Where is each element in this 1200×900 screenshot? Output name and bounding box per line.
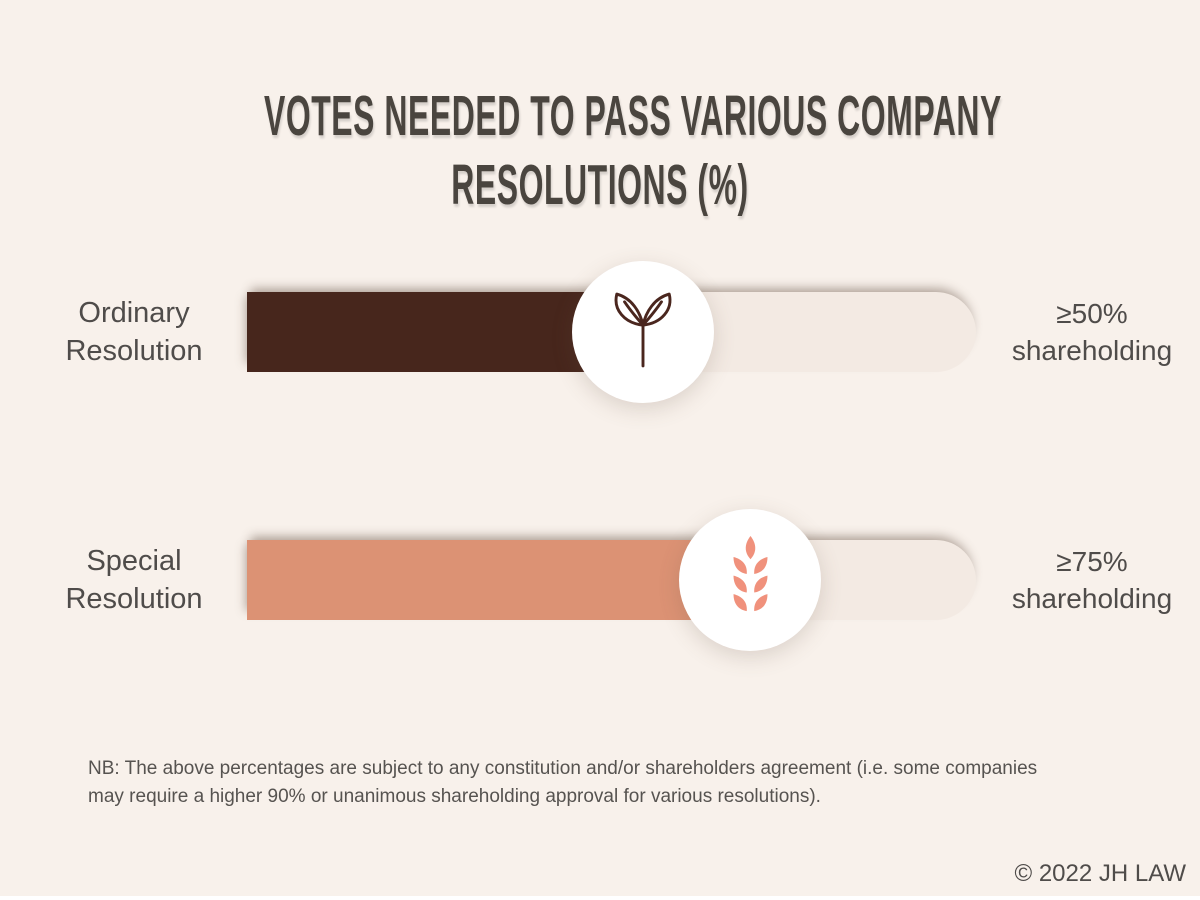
- seedling-icon: [610, 288, 676, 377]
- icon-badge-ordinary: [572, 261, 714, 403]
- category-label-line2: Resolution: [65, 335, 203, 367]
- value-label-line2: shareholding: [1011, 335, 1173, 366]
- page-title-line2: RESOLUTIONS (%): [451, 153, 749, 218]
- bottom-edge-strip: [0, 896, 1200, 900]
- category-label-line1: Ordinary: [78, 297, 190, 329]
- wheat-icon: [727, 535, 774, 625]
- value-label-special: ≥75% shareholding: [986, 540, 1198, 620]
- category-label-line2: Resolution: [65, 583, 203, 615]
- bar-fill-special: [247, 540, 750, 620]
- value-label-ordinary: ≥50% shareholding: [986, 292, 1198, 372]
- value-label-line2: shareholding: [1011, 583, 1173, 614]
- page-title-line1: VOTES NEEDED TO PASS VARIOUS COMPANY: [264, 84, 1002, 149]
- footnote: NB: The above percentages are subject to…: [88, 758, 1038, 807]
- category-label-ordinary-resolution: Ordinary Resolution: [28, 292, 240, 372]
- copyright-text: © 2022 JH LAW: [1014, 860, 1186, 887]
- category-label-special-resolution: Special Resolution: [28, 540, 240, 620]
- value-label-line1: ≥75%: [1056, 546, 1128, 577]
- bar-track-special: [247, 540, 976, 620]
- icon-badge-special: [679, 509, 821, 651]
- value-label-line1: ≥50%: [1056, 298, 1128, 329]
- page-title: VOTES NEEDED TO PASS VARIOUS COMPANY RES…: [264, 82, 1002, 220]
- category-label-line1: Special: [86, 545, 182, 577]
